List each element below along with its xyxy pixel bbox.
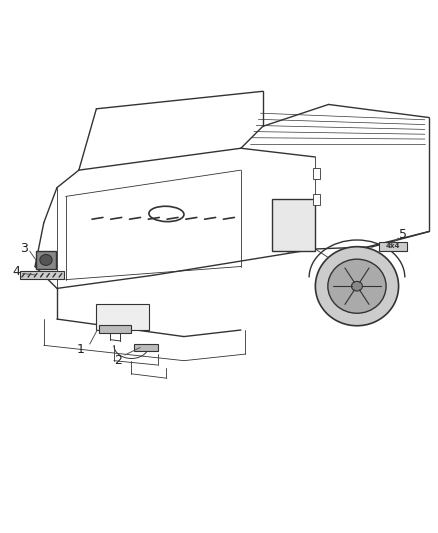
Bar — [134, 344, 158, 351]
Bar — [20, 271, 64, 279]
Ellipse shape — [40, 254, 52, 265]
Ellipse shape — [328, 259, 386, 313]
Text: 5: 5 — [399, 229, 407, 241]
Text: 3: 3 — [20, 243, 28, 255]
Ellipse shape — [315, 247, 399, 326]
Text: 2: 2 — [114, 354, 122, 367]
Text: 4: 4 — [13, 265, 21, 278]
Bar — [313, 168, 320, 179]
Ellipse shape — [351, 281, 362, 291]
Text: 1: 1 — [77, 343, 85, 356]
Text: 4x4: 4x4 — [386, 244, 401, 249]
Bar — [272, 199, 315, 251]
Bar — [379, 241, 407, 251]
Bar — [99, 325, 131, 333]
Bar — [36, 251, 56, 269]
Bar — [96, 304, 149, 330]
Bar — [313, 194, 320, 205]
